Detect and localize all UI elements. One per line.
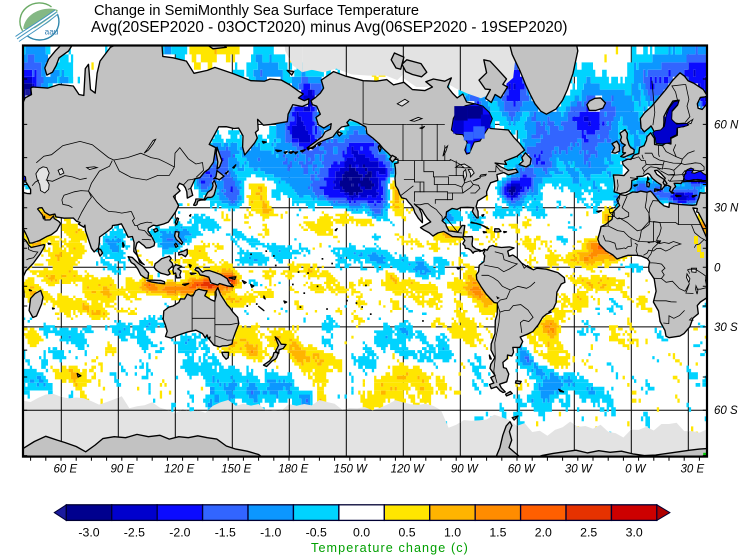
svg-text:-3.0: -3.0: [78, 526, 99, 540]
svg-text:aau: aau: [45, 27, 59, 37]
svg-text:120 E: 120 E: [164, 464, 194, 476]
svg-text:0: 0: [714, 262, 721, 274]
svg-text:-1.0: -1.0: [260, 526, 281, 540]
svg-text:150 E: 150 E: [221, 464, 251, 476]
svg-text:1.0: 1.0: [444, 526, 461, 540]
svg-text:60 E: 60 E: [53, 464, 77, 476]
svg-text:90 E: 90 E: [110, 464, 134, 476]
svg-text:Avg(20SEP2020 - 03OCT2020) min: Avg(20SEP2020 - 03OCT2020) minus Avg(06S…: [91, 19, 567, 36]
svg-text:60 S: 60 S: [714, 405, 738, 417]
svg-text:120 W: 120 W: [391, 464, 425, 476]
svg-text:2.5: 2.5: [580, 526, 597, 540]
svg-text:60 N: 60 N: [714, 119, 739, 131]
svg-text:60 W: 60 W: [508, 464, 536, 476]
svg-text:90 W: 90 W: [451, 464, 479, 476]
svg-text:3.0: 3.0: [626, 526, 643, 540]
svg-text:-2.5: -2.5: [124, 526, 145, 540]
svg-text:30 E: 30 E: [680, 464, 704, 476]
svg-text:0.5: 0.5: [398, 526, 415, 540]
svg-text:180 E: 180 E: [278, 464, 308, 476]
svg-text:30 S: 30 S: [714, 322, 738, 334]
svg-text:150 W: 150 W: [334, 464, 368, 476]
svg-text:0 W: 0 W: [625, 464, 647, 476]
svg-text:-2.0: -2.0: [169, 526, 190, 540]
svg-text:-1.5: -1.5: [215, 526, 236, 540]
svg-text:0.0: 0.0: [353, 526, 370, 540]
svg-text:Temperature change (c): Temperature change (c): [311, 541, 469, 555]
svg-text:2.0: 2.0: [535, 526, 552, 540]
svg-text:30 W: 30 W: [565, 464, 593, 476]
svg-text:1.5: 1.5: [489, 526, 506, 540]
svg-text:Change in SemiMonthly Sea Surf: Change in SemiMonthly Sea Surface Temper…: [94, 3, 419, 19]
svg-text:-0.5: -0.5: [306, 526, 327, 540]
svg-text:30 N: 30 N: [714, 203, 739, 215]
